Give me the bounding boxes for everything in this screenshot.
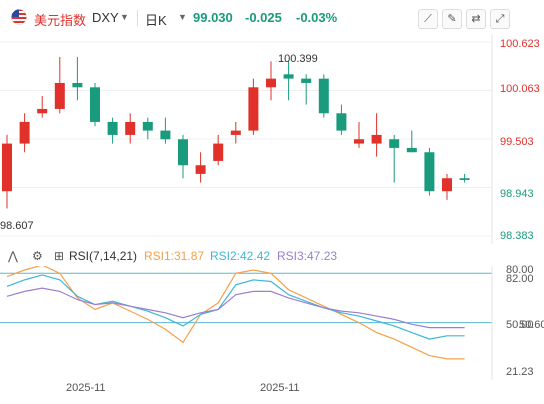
settings-icon[interactable]: ⚙ — [32, 249, 43, 263]
price-axis-label: 98.383 — [500, 230, 534, 242]
date-label: 2025-11 — [260, 382, 300, 394]
candle-body — [54, 82, 65, 109]
indicator-menu-icon[interactable]: ⊞ — [54, 249, 65, 263]
draw-icon[interactable]: ✎ — [442, 9, 462, 29]
divider — [137, 10, 138, 26]
candle-body — [301, 78, 312, 83]
candle-body — [371, 134, 382, 144]
candle-body — [160, 130, 171, 140]
rsi-series-rsi1 — [6, 266, 465, 360]
rsi-title[interactable]: RSI(7,14,21) — [69, 249, 138, 263]
candle-body — [354, 139, 364, 144]
candle-body — [178, 139, 188, 166]
rsi-series-rsi2 — [6, 274, 465, 340]
rsi-axis-label: 50.60 — [519, 319, 544, 331]
candle-body — [283, 74, 294, 79]
candle-body — [318, 78, 329, 114]
candle-body — [90, 87, 100, 122]
price-axis-label: 100.623 — [500, 38, 540, 50]
symbol-code[interactable]: DXY — [92, 10, 119, 25]
rsi-axis-label: 50.00 — [506, 319, 534, 331]
candle-body — [2, 143, 12, 192]
candle-body — [107, 121, 118, 135]
date-label: 2025-11 — [66, 382, 106, 394]
price-axis-label: 98.943 — [500, 188, 534, 200]
price-axis-label: 100.063 — [500, 83, 540, 95]
candle-body — [424, 152, 435, 192]
rsi-legend: ⋀ ⚙ ⊞ RSI(7,14,21) RSI1:31.87 RSI2:42.42… — [0, 248, 544, 266]
candle-body — [459, 178, 470, 180]
line-chart-icon[interactable]: ⟋ — [418, 9, 438, 29]
rsi1-label: RSI1:31.87 — [144, 249, 205, 263]
candle-body — [336, 113, 347, 131]
symbol-name[interactable]: 美元指数 — [34, 13, 87, 28]
high-marker-label: 100.399 — [278, 53, 318, 65]
candle-body — [213, 143, 224, 161]
candle-body — [125, 121, 136, 135]
candle-body — [37, 108, 48, 114]
candle-body — [266, 78, 276, 88]
rsi-series-rsi3 — [6, 287, 465, 329]
rsi-axis-label: 80.00 — [506, 264, 534, 276]
expand-icon[interactable]: ⤢ — [490, 9, 510, 29]
header-bar: 美元指数 DXY ▼ 日K ▼ 99.030 -0.025 -0.03% ⟋ ✎… — [0, 0, 544, 34]
rsi-chart[interactable] — [0, 266, 544, 380]
candle-body — [72, 82, 83, 88]
candle-body — [389, 139, 400, 148]
candle-body — [248, 87, 259, 131]
collapse-icon[interactable]: ⋀ — [8, 249, 18, 263]
rsi2-label: RSI2:42.42 — [210, 249, 271, 263]
symbol-caret-icon[interactable]: ▼ — [120, 12, 129, 22]
candle-body — [406, 147, 417, 153]
rsi-axis-label: 21.23 — [506, 366, 534, 378]
period-selector[interactable]: 日K — [145, 13, 167, 28]
rsi-axis-label: 82.00 — [506, 273, 534, 285]
price-change: -0.025 — [245, 10, 282, 25]
candle-body — [442, 178, 452, 192]
compare-icon[interactable]: ⇄ — [466, 9, 486, 29]
price-change-percent: -0.03% — [296, 10, 338, 25]
candlestick-chart[interactable] — [0, 34, 544, 244]
last-price: 99.030 — [193, 10, 233, 25]
us-flag-icon — [11, 9, 27, 25]
low-marker-label: 98.607 — [0, 220, 34, 232]
candle-body — [19, 121, 30, 144]
candle-body — [230, 130, 241, 135]
rsi3-label: RSI3:47.23 — [277, 249, 338, 263]
candle-body — [142, 121, 153, 131]
price-axis-label: 99.503 — [500, 136, 534, 148]
candle-body — [195, 165, 206, 174]
period-caret-icon[interactable]: ▼ — [178, 12, 187, 22]
